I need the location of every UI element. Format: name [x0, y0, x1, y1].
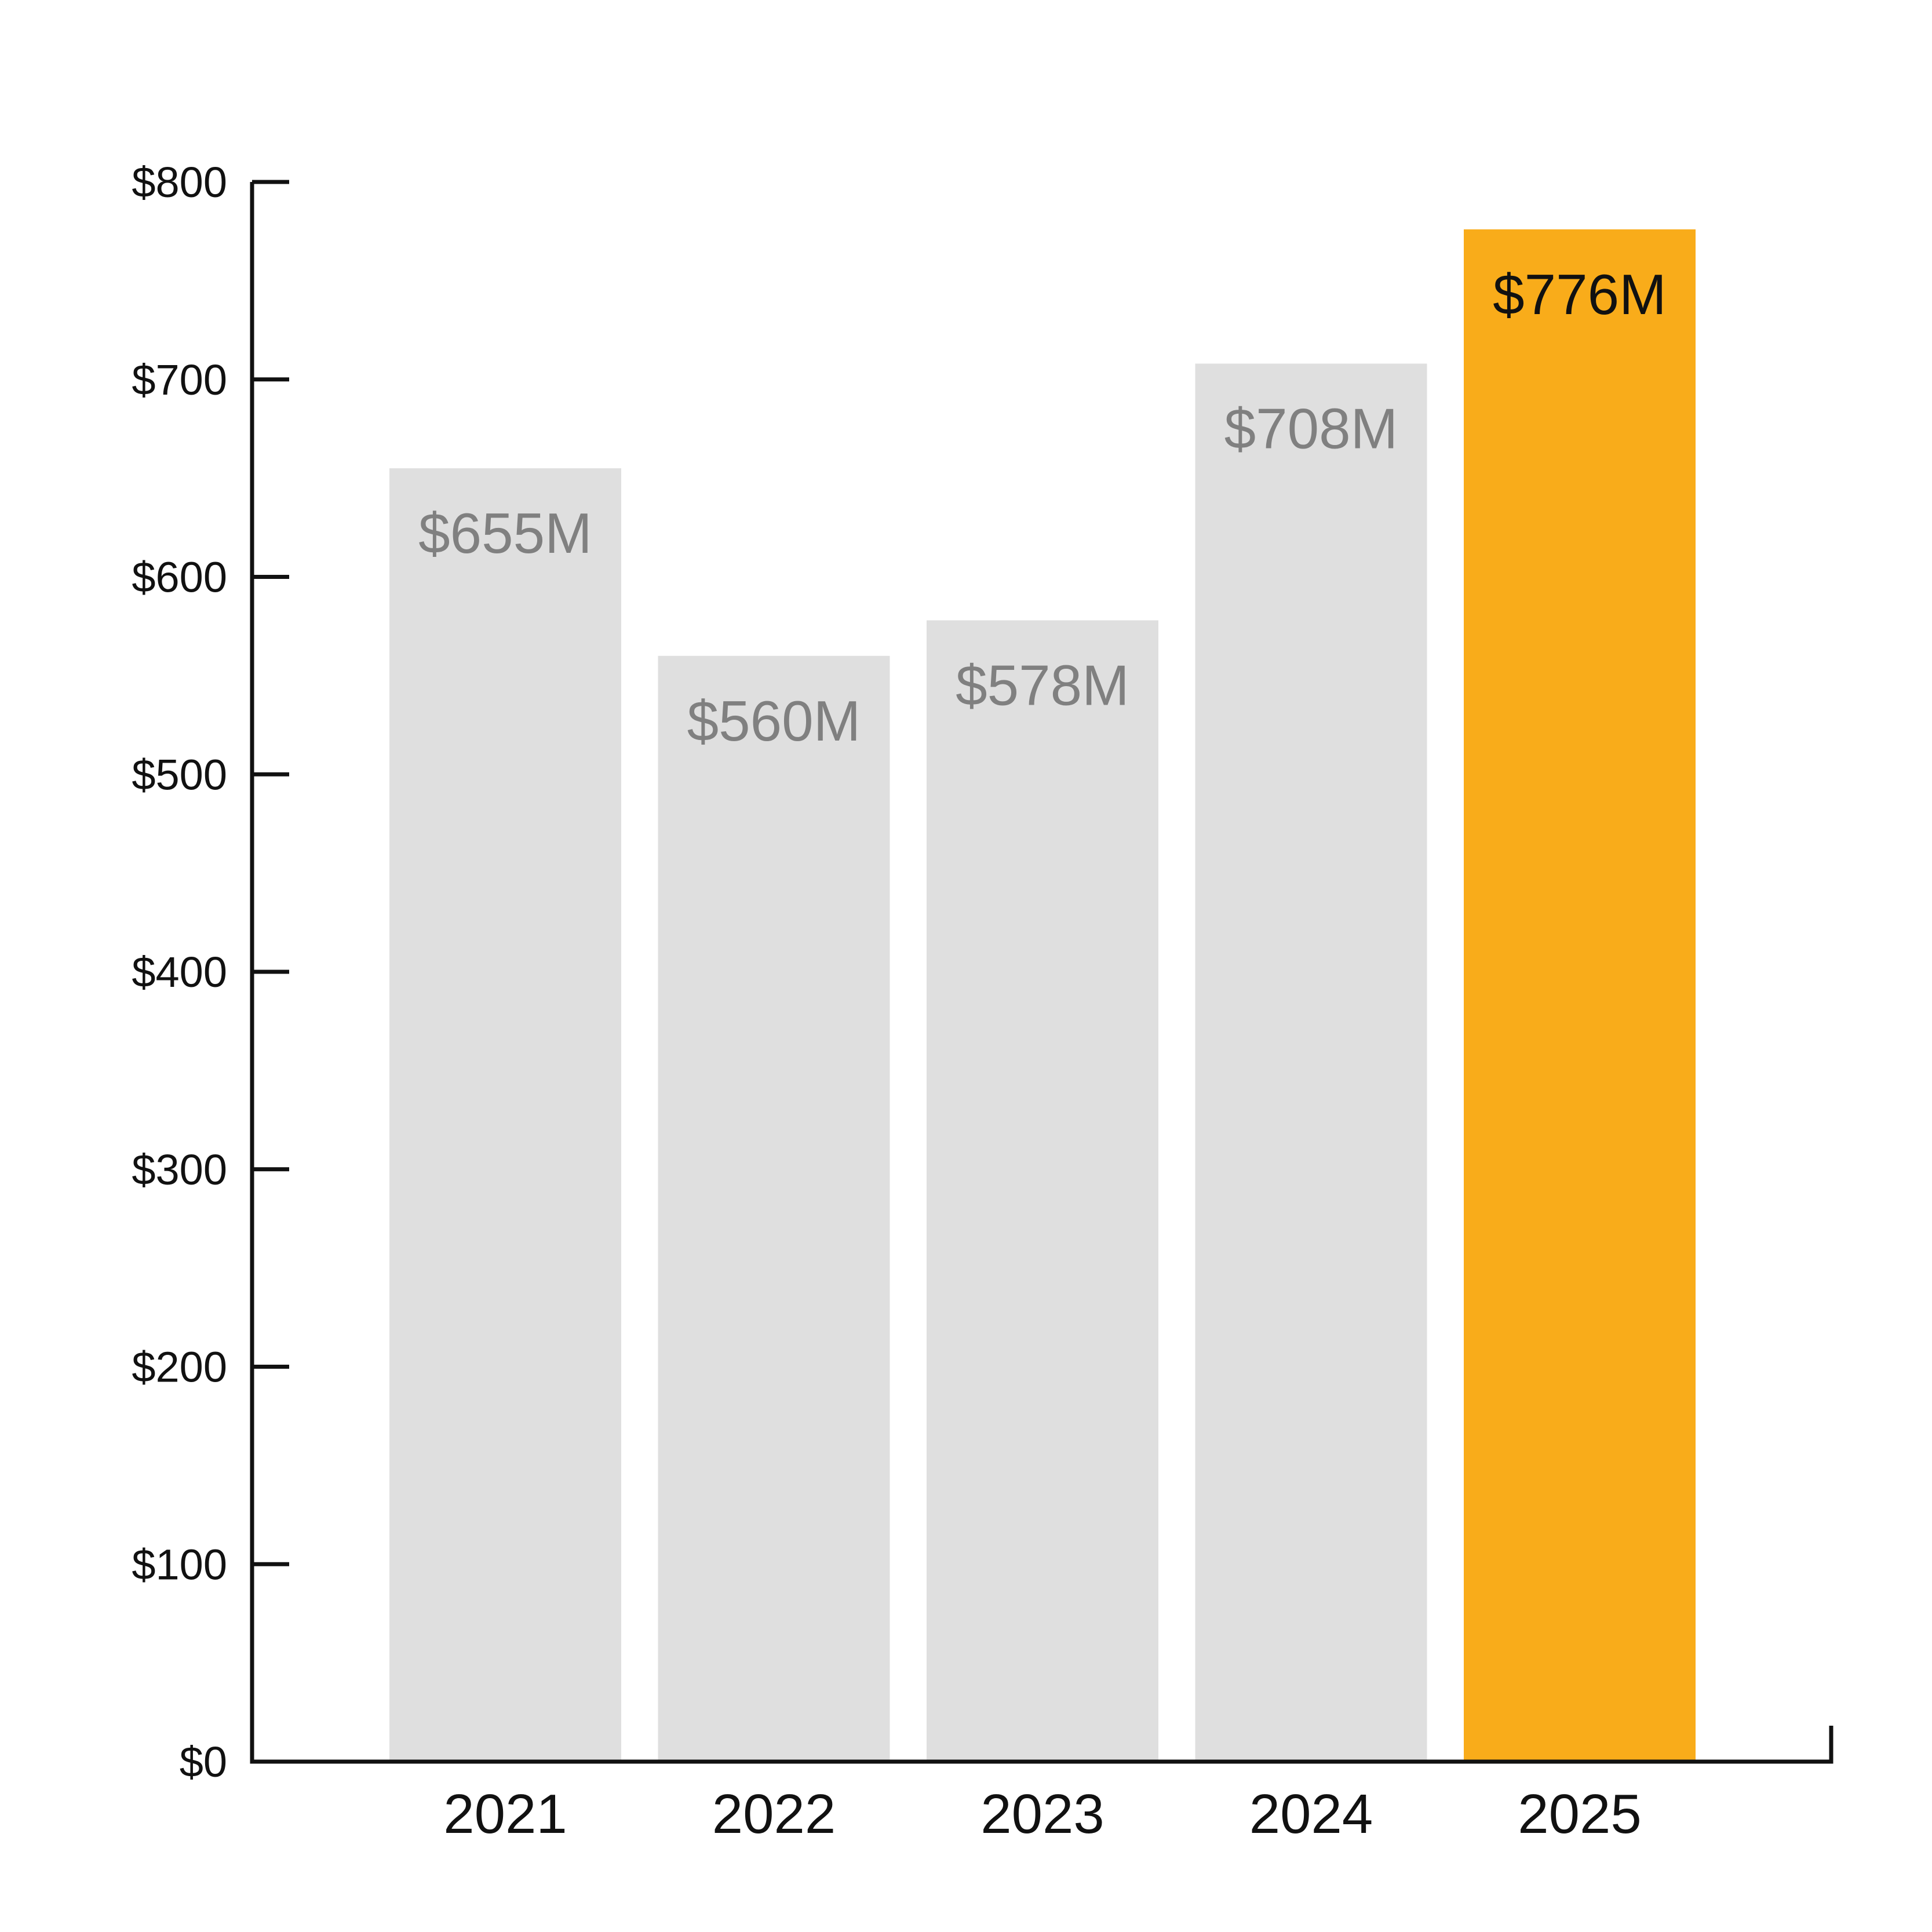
x-tick-label: 2023 [980, 1783, 1104, 1845]
bars-group [389, 229, 1696, 1762]
data-label: $560M [687, 689, 861, 753]
axis-lines [250, 182, 1833, 1764]
y-tick-label: $300 [132, 1146, 227, 1194]
bar [927, 620, 1158, 1762]
x-tick-label: 2024 [1249, 1783, 1373, 1845]
y-tick-label: $600 [132, 553, 227, 602]
y-tick-label: $100 [132, 1540, 227, 1588]
y-axis-ticks: $0 $100 $200 $300 $400 $500 $600 $700 $800 [132, 158, 289, 1786]
x-tick-label: 2025 [1518, 1783, 1642, 1845]
bar [1195, 363, 1427, 1762]
data-label: $776M [1493, 263, 1667, 326]
y-tick-label: $0 [180, 1738, 227, 1786]
data-label: $655M [418, 501, 592, 565]
y-tick-label: $400 [132, 948, 227, 996]
data-label: $578M [956, 653, 1129, 717]
y-tick-label: $500 [132, 750, 227, 799]
y-tick-label: $700 [132, 356, 227, 404]
x-axis-labels: 2021 2022 2023 2024 2025 [443, 1783, 1642, 1845]
bar [658, 655, 890, 1762]
x-tick-label: 2021 [443, 1783, 567, 1845]
y-tick-label: $200 [132, 1343, 227, 1391]
x-tick-label: 2022 [712, 1783, 836, 1845]
axes-group [250, 180, 1833, 1764]
data-label: $708M [1224, 396, 1398, 460]
data-labels-group: $655M $560M $578M $708M $776M [418, 263, 1667, 753]
y-tick-label: $800 [132, 158, 227, 206]
bar [389, 468, 621, 1762]
bar-highlight [1464, 229, 1696, 1762]
